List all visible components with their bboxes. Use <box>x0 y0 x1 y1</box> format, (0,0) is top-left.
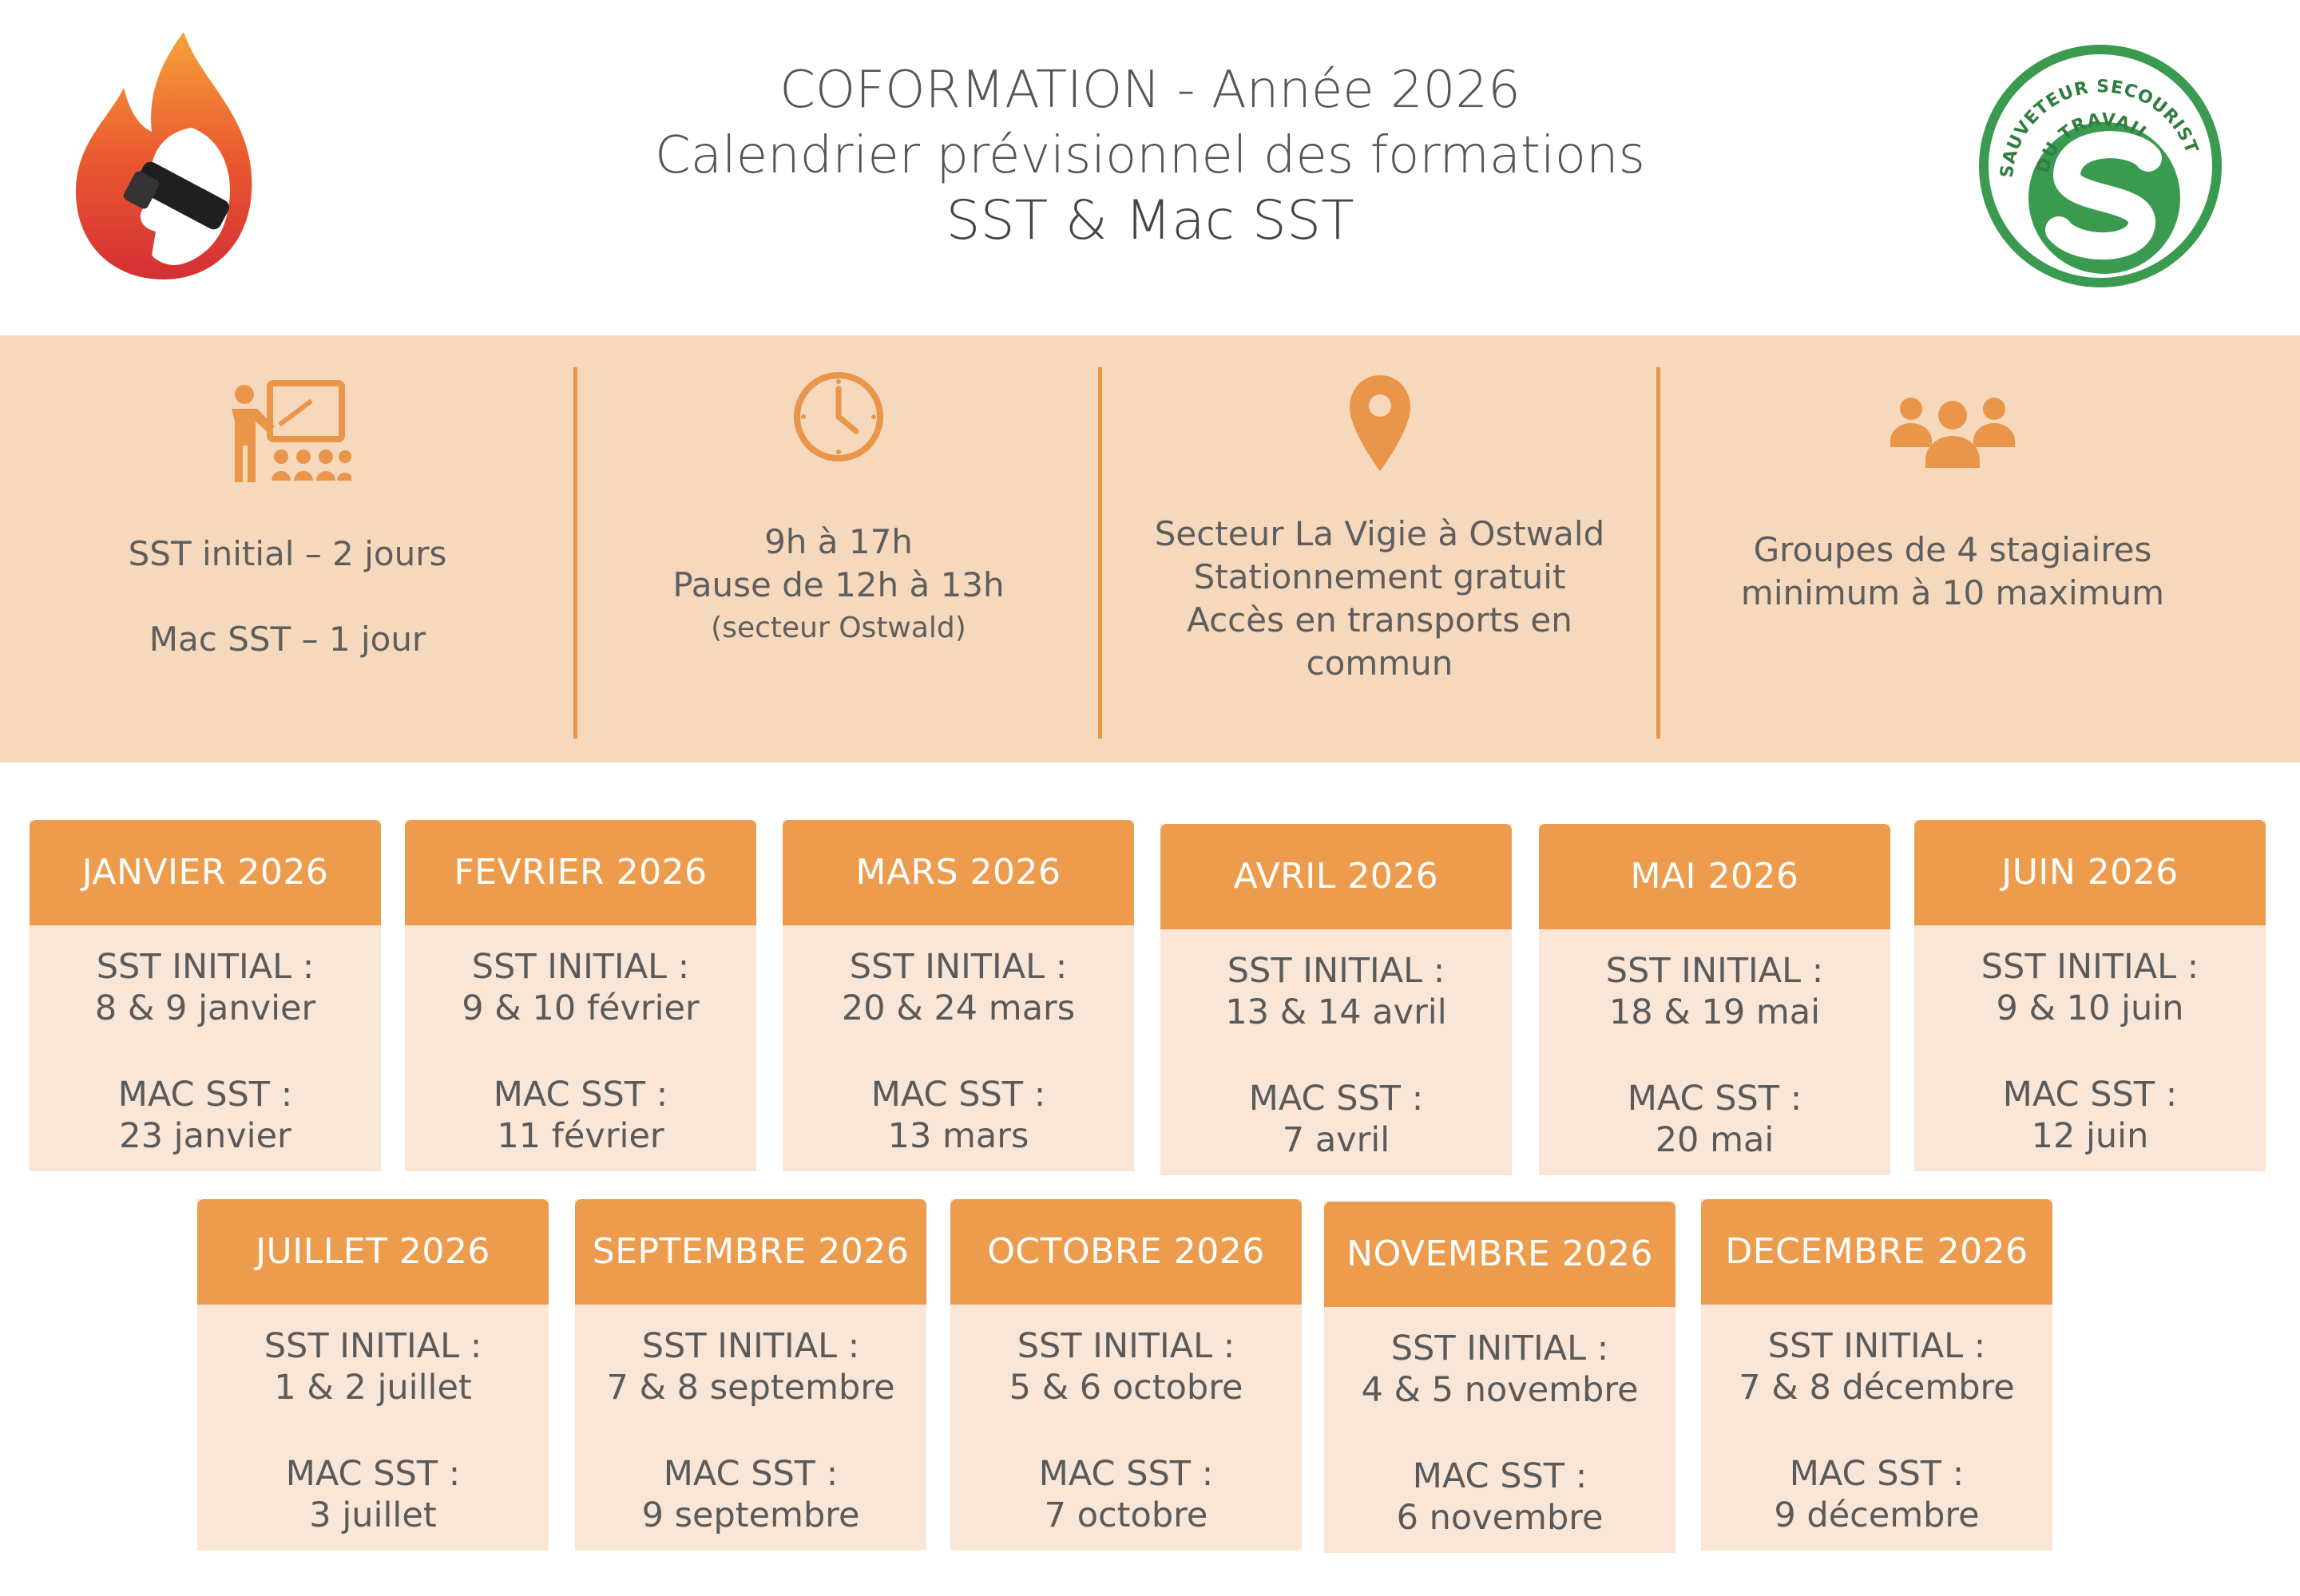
sst-label: SST INITIAL : <box>1017 1326 1235 1366</box>
mac-label: MAC SST : <box>1412 1456 1588 1496</box>
month-card-title: MARS 2026 <box>783 820 1134 925</box>
mac-date: 9 décembre <box>1774 1495 1980 1535</box>
month-card-title: MAI 2026 <box>1539 824 1890 929</box>
month-card-avril: AVRIL 2026 SST INITIAL : 13 & 14 avril M… <box>1160 824 1512 1175</box>
mac-label: MAC SST : <box>1248 1079 1424 1119</box>
mac-label: MAC SST : <box>493 1075 668 1115</box>
mac-label: MAC SST : <box>285 1454 461 1494</box>
info-schedule: 9h à 17h Pause de 12h à 13h (secteur Ost… <box>575 335 1102 762</box>
page-subtitle-course: SST & Mac SST <box>946 189 1354 252</box>
flame-logo-icon <box>76 32 252 279</box>
month-card-juin: JUIN 2026 SST INITIAL : 9 & 10 juin MAC … <box>1914 820 2266 1171</box>
mac-label: MAC SST : <box>1038 1454 1214 1494</box>
schedule-note: (secteur Ostwald) <box>711 612 966 644</box>
page-header: COFORMATION - Année 2026 Calendrier prév… <box>0 0 2300 335</box>
mac-label: MAC SST : <box>2002 1075 2178 1115</box>
mac-date: 20 mai <box>1655 1120 1775 1160</box>
month-card-title: DECEMBRE 2026 <box>1701 1199 2052 1305</box>
divider <box>573 367 577 739</box>
page-title: COFORMATION - Année 2026 <box>779 61 1521 120</box>
sst-dates: 8 & 9 janvier <box>94 988 316 1028</box>
schedule-break: Pause de 12h à 13h <box>672 565 1005 604</box>
month-card-title: JUILLET 2026 <box>197 1199 549 1305</box>
sst-label: SST INITIAL : <box>1227 951 1445 991</box>
page-subtitle: Calendrier prévisionnel des formations <box>655 126 1645 185</box>
month-card-title: NOVEMBRE 2026 <box>1324 1202 1675 1307</box>
sst-label: SST INITIAL : <box>1390 1329 1609 1368</box>
sst-badge-logo-icon: SAUVETEUR SECOURISTE DU TRAVAIL <box>1973 38 2222 287</box>
sst-dates: 20 & 24 mars <box>841 988 1076 1028</box>
sst-dates: 9 & 10 juin <box>1996 988 2184 1028</box>
mac-date: 6 novembre <box>1396 1498 1604 1538</box>
month-card-juillet: JUILLET 2026 SST INITIAL : 1 & 2 juillet… <box>197 1199 549 1550</box>
mac-date: 13 mars <box>887 1116 1029 1156</box>
mac-date: 12 juin <box>2031 1116 2149 1156</box>
group-icon <box>1890 398 2015 468</box>
mac-label: MAC SST : <box>663 1454 839 1494</box>
mac-date: 3 juillet <box>309 1495 437 1535</box>
duration-mac: Mac SST – 1 jour <box>149 620 426 659</box>
month-card-octobre: OCTOBRE 2026 SST INITIAL : 5 & 6 octobre… <box>950 1199 1302 1550</box>
month-card-title: SEPTEMBRE 2026 <box>575 1199 926 1305</box>
mac-date: 7 octobre <box>1044 1495 1208 1535</box>
sst-label: SST INITIAL : <box>641 1326 860 1366</box>
month-card-septembre: SEPTEMBRE 2026 SST INITIAL : 7 & 8 septe… <box>575 1199 926 1550</box>
sst-label: SST INITIAL : <box>1981 947 2199 987</box>
month-card-fevrier: FEVRIER 2026 SST INITIAL : 9 & 10 févrie… <box>405 820 756 1171</box>
month-card-mai: MAI 2026 SST INITIAL : 18 & 19 mai MAC S… <box>1539 824 1890 1175</box>
location-transport-cont: commun <box>1306 644 1453 683</box>
sst-dates: 7 & 8 décembre <box>1739 1368 2015 1408</box>
sst-label: SST INITIAL : <box>264 1326 482 1366</box>
mac-label: MAC SST : <box>1627 1079 1802 1119</box>
groups-max: minimum à 10 maximum <box>1740 573 2165 612</box>
mac-date: 11 février <box>497 1116 664 1156</box>
info-duration: SST initial – 2 jours Mac SST – 1 jour <box>0 335 575 762</box>
sst-label: SST INITIAL : <box>849 947 1068 987</box>
divider <box>1656 367 1660 739</box>
clock-icon <box>794 372 883 461</box>
mac-label: MAC SST : <box>117 1075 293 1115</box>
sst-dates: 9 & 10 février <box>462 988 700 1028</box>
divider <box>1098 367 1102 739</box>
sst-dates: 4 & 5 novembre <box>1361 1370 1639 1410</box>
month-card-title: OCTOBRE 2026 <box>950 1199 1302 1305</box>
info-location: Secteur La Vigie à Ostwald Stationnement… <box>1102 335 1657 762</box>
month-card-decembre: DECEMBRE 2026 SST INITIAL : 7 & 8 décemb… <box>1701 1199 2052 1550</box>
mac-label: MAC SST : <box>1789 1454 1965 1494</box>
location-transport: Accès en transports en <box>1187 600 1572 640</box>
title-block: COFORMATION - Année 2026 Calendrier prév… <box>511 57 1789 254</box>
duration-sst: SST initial – 2 jours <box>128 534 447 573</box>
month-card-title: FEVRIER 2026 <box>405 820 756 925</box>
location-area: Secteur La Vigie à Ostwald <box>1154 514 1605 553</box>
teacher-board-icon <box>232 380 351 482</box>
mac-label: MAC SST : <box>870 1075 1046 1115</box>
sst-dates: 13 & 14 avril <box>1225 992 1447 1032</box>
sst-label: SST INITIAL : <box>1767 1326 1986 1366</box>
month-card-title: JUIN 2026 <box>1914 820 2266 925</box>
sst-dates: 18 & 19 mai <box>1608 992 1821 1032</box>
sst-label: SST INITIAL : <box>96 947 315 987</box>
info-groups: Groupes de 4 stagiaires minimum à 10 max… <box>1661 335 2244 762</box>
month-card-title: JANVIER 2026 <box>30 820 381 925</box>
location-parking: Stationnement gratuit <box>1193 557 1566 596</box>
sst-dates: 7 & 8 septembre <box>606 1368 895 1408</box>
mac-date: 23 janvier <box>119 1116 291 1156</box>
mac-date: 7 avril <box>1282 1120 1390 1160</box>
mac-date: 9 septembre <box>641 1495 860 1535</box>
sst-dates: 1 & 2 juillet <box>274 1368 472 1408</box>
sst-label: SST INITIAL : <box>1605 951 1824 991</box>
map-pin-icon <box>1349 375 1410 471</box>
groups-min: Groupes de 4 stagiaires <box>1753 530 2152 569</box>
month-card-janvier: JANVIER 2026 SST INITIAL : 8 & 9 janvier… <box>30 820 381 1171</box>
schedule-hours: 9h à 17h <box>764 522 913 561</box>
sst-label: SST INITIAL : <box>471 947 690 987</box>
month-card-mars: MARS 2026 SST INITIAL : 20 & 24 mars MAC… <box>783 820 1134 1171</box>
month-card-title: AVRIL 2026 <box>1160 824 1512 929</box>
month-card-novembre: NOVEMBRE 2026 SST INITIAL : 4 & 5 novemb… <box>1324 1202 1675 1553</box>
info-band: SST initial – 2 jours Mac SST – 1 jour 9… <box>0 335 2300 762</box>
sst-dates: 5 & 6 octobre <box>1009 1368 1243 1408</box>
